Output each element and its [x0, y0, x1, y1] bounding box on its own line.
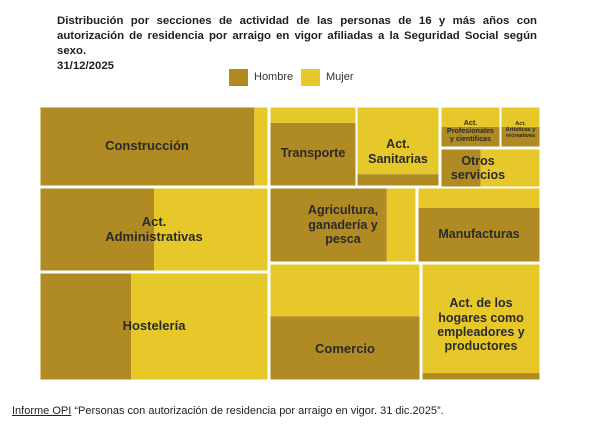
tile-agricultura-ganaderia-y-pesca-hombre — [270, 188, 387, 262]
tile-act-de-los-hogares-como-empleadores-y-productores-hombre — [422, 373, 540, 380]
tile-act-administrativas-hombre — [40, 188, 154, 271]
tile-act-de-los-hogares-como-empleadores-y-productores-mujer — [422, 264, 540, 374]
tile-hosteleria-border — [39, 272, 269, 381]
tile-comercio — [269, 263, 421, 381]
tile-act-profesionales-y-cientificas-border — [440, 106, 501, 148]
tile-construccion-mujer — [254, 107, 268, 186]
tile-agricultura-ganaderia-y-pesca-mujer — [386, 188, 416, 262]
tile-act-administrativas-mujer — [154, 188, 268, 271]
tile-act-de-los-hogares-como-empleadores-y-productores — [421, 263, 541, 381]
tile-agricultura-ganaderia-y-pesca — [269, 187, 417, 263]
tile-comercio-border — [269, 263, 421, 381]
tile-act-sanitarias-hombre — [357, 174, 439, 186]
tile-act-artisticas-y-recreativas — [500, 106, 541, 148]
tile-act-sanitarias — [356, 106, 440, 187]
tile-manufacturas-border — [417, 187, 541, 263]
chart-title-date: 31/12/2025 — [57, 60, 115, 72]
tile-transporte — [269, 106, 357, 187]
tile-hosteleria-mujer — [131, 273, 268, 380]
tile-transporte-border — [269, 106, 357, 187]
tile-act-artisticas-y-recreativas-border — [500, 106, 541, 148]
tile-construccion-border — [39, 106, 269, 187]
tile-act-artisticas-y-recreativas-mujer — [501, 107, 540, 127]
tile-otros-servicios-hombre — [441, 149, 481, 187]
tile-act-sanitarias-mujer — [357, 107, 439, 175]
tile-construccion-hombre — [40, 107, 255, 186]
legend-swatch-mujer — [301, 69, 320, 86]
tile-transporte-mujer — [270, 107, 356, 123]
chart-title-main: Distribución por secciones de actividad … — [57, 15, 537, 57]
tile-act-sanitarias-border — [356, 106, 440, 187]
tile-otros-servicios-mujer — [480, 149, 540, 187]
tile-act-de-los-hogares-como-empleadores-y-productores-border — [421, 263, 541, 381]
legend-label-mujer: Mujer — [326, 71, 354, 83]
tile-otros-servicios — [440, 148, 541, 188]
tile-comercio-hombre — [270, 316, 420, 380]
tile-transporte-hombre — [270, 122, 356, 186]
tile-act-artisticas-y-recreativas-hombre — [501, 127, 540, 147]
tile-act-administrativas-border — [39, 187, 269, 272]
tile-manufacturas — [417, 187, 541, 263]
legend-swatch-hombre — [229, 69, 248, 86]
tile-comercio-mujer — [270, 264, 420, 317]
tile-otros-servicios-border — [440, 148, 541, 188]
tile-act-profesionales-y-cientificas-hombre — [441, 127, 500, 147]
tile-hosteleria-hombre — [40, 273, 132, 380]
tile-manufacturas-hombre — [418, 207, 540, 262]
legend-label-hombre: Hombre — [254, 71, 294, 83]
tile-manufacturas-mujer — [418, 188, 540, 208]
tile-act-profesionales-y-cientificas — [440, 106, 501, 148]
tile-agricultura-ganaderia-y-pesca-border — [269, 187, 417, 263]
tile-act-profesionales-y-cientificas-mujer — [441, 107, 500, 127]
tile-act-administrativas — [39, 187, 269, 272]
chart-title: Distribución por secciones de actividad … — [57, 14, 537, 74]
tile-construccion — [39, 106, 269, 187]
source-text: “Personas con autorización de residencia… — [71, 405, 444, 417]
tile-hosteleria — [39, 272, 269, 381]
source-note: Informe OPI “Personas con autorización d… — [12, 405, 444, 417]
source-link[interactable]: Informe OPI — [12, 405, 72, 417]
